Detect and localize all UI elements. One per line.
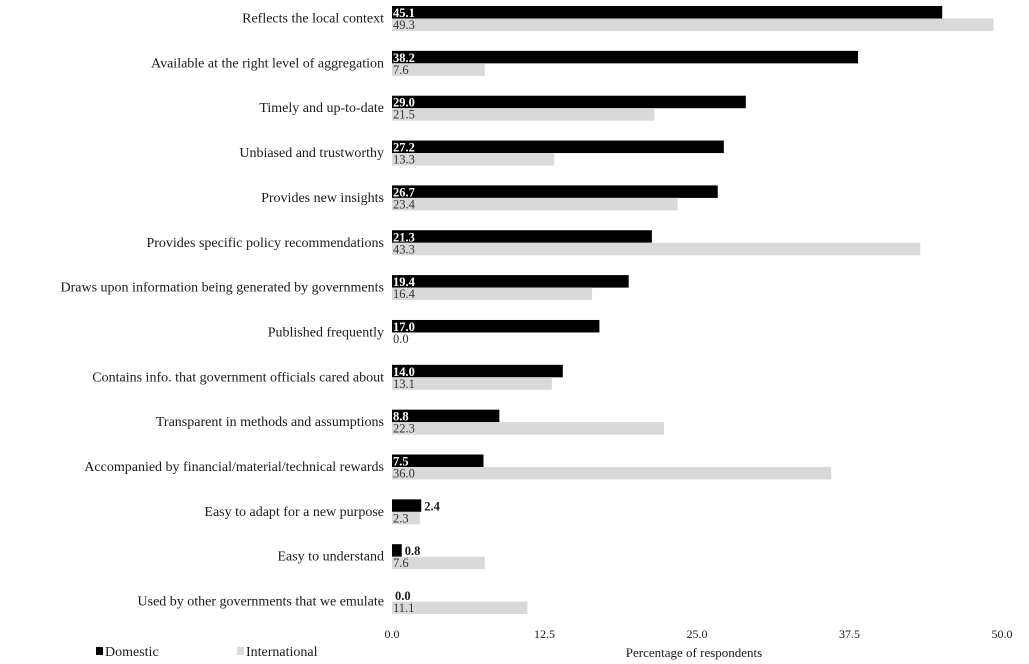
bar-domestic [392, 499, 422, 512]
value-label-domestic: 2.4 [424, 499, 440, 513]
value-label-international: 16.4 [393, 287, 416, 301]
bar-international [392, 108, 655, 121]
bar-international [392, 377, 552, 390]
bar-domestic [392, 275, 629, 288]
category-label: Reflects the local context [242, 12, 384, 27]
value-label-domestic: 19.4 [393, 275, 416, 289]
bar-domestic [392, 50, 859, 64]
bar-domestic [392, 95, 746, 109]
bar-domestic [392, 364, 563, 378]
category-label: Provides specific policy recommendations [146, 236, 384, 251]
value-label-international: 23.4 [393, 197, 416, 211]
category-label: Easy to understand [277, 550, 384, 565]
value-label-international: 49.3 [393, 18, 415, 32]
bar-domestic [392, 185, 718, 198]
bar-international [392, 556, 485, 570]
x-tick-label: 12.5 [534, 627, 555, 641]
legend-label-domestic: Domestic [105, 645, 159, 660]
value-label-domestic: 26.7 [393, 185, 415, 199]
category-label: Unbiased and trustworthy [239, 146, 384, 161]
value-label-domestic: 45.1 [393, 6, 415, 20]
x-axis-ticks: 0.0 12.5 25.0 37.5 50.0 [385, 627, 1013, 641]
bar-domestic [392, 454, 484, 467]
category-label: Available at the right level of aggregat… [151, 56, 384, 71]
bar-domestic [392, 6, 943, 19]
bar-international [392, 63, 485, 76]
value-label-international: 36.0 [393, 467, 415, 481]
bar-domestic [392, 409, 500, 423]
bar-international [392, 18, 994, 31]
bar-international [392, 422, 665, 435]
category-label: Draws upon information being generated b… [61, 281, 384, 296]
value-label-domestic: 29.0 [393, 96, 415, 110]
value-label-international: 22.3 [393, 422, 415, 436]
value-label-international: 2.3 [393, 511, 409, 525]
x-tick-label: 37.5 [839, 627, 860, 641]
value-label-domestic: 0.0 [395, 589, 411, 603]
value-label-domestic: 8.8 [393, 410, 409, 424]
value-label-domestic: 0.8 [405, 544, 421, 558]
bar-international [392, 242, 921, 256]
bar-international [392, 601, 528, 615]
category-label: Transparent in methods and assumptions [156, 415, 384, 430]
bar-domestic [392, 230, 652, 243]
category-label: Accompanied by financial/material/techni… [84, 460, 384, 475]
category-label: Published frequently [268, 325, 384, 340]
legend-label-international: International [246, 645, 318, 660]
x-tick-label: 50.0 [992, 627, 1013, 641]
category-label: Used by other governments that we emulat… [138, 595, 384, 610]
bar-international [392, 467, 832, 480]
value-label-international: 7.6 [393, 556, 409, 570]
value-label-international: 0.0 [393, 332, 409, 346]
value-label-international: 13.3 [393, 153, 415, 167]
value-label-domestic: 38.2 [393, 51, 415, 65]
value-label-international: 11.1 [393, 601, 414, 615]
value-label-domestic: 17.0 [393, 320, 415, 334]
category-label: Provides new insights [261, 191, 384, 206]
value-label-domestic: 27.2 [393, 141, 415, 155]
legend: Domestic International [96, 645, 318, 660]
bar-domestic [392, 140, 724, 154]
category-label: Easy to adapt for a new purpose [204, 505, 384, 520]
value-label-domestic: 21.3 [393, 230, 415, 244]
category-label: Contains info. that government officials… [92, 370, 384, 385]
bar-international [392, 197, 678, 211]
bar-international [392, 287, 593, 301]
value-label-international: 13.1 [393, 377, 415, 391]
value-label-international: 7.6 [393, 63, 409, 77]
value-labels: 45.149.338.27.629.021.527.213.326.723.42… [393, 6, 441, 615]
value-label-international: 43.3 [393, 242, 415, 256]
category-label: Timely and up-to-date [259, 101, 384, 116]
value-label-domestic: 14.0 [393, 365, 415, 379]
value-label-domestic: 7.5 [393, 455, 409, 469]
value-label-international: 21.5 [393, 108, 415, 122]
bar-domestic [392, 544, 402, 557]
x-axis-title: Percentage of respondents [626, 645, 762, 660]
bar-domestic [392, 319, 600, 333]
legend-swatch-international [237, 647, 244, 655]
category-labels: Reflects the local context Available at t… [61, 12, 385, 610]
bars-layer [392, 6, 994, 615]
bar-international [392, 511, 421, 525]
bar-international [392, 153, 555, 166]
x-tick-label: 25.0 [687, 627, 708, 641]
legend-swatch-domestic [96, 647, 103, 655]
x-tick-label: 0.0 [385, 627, 400, 641]
